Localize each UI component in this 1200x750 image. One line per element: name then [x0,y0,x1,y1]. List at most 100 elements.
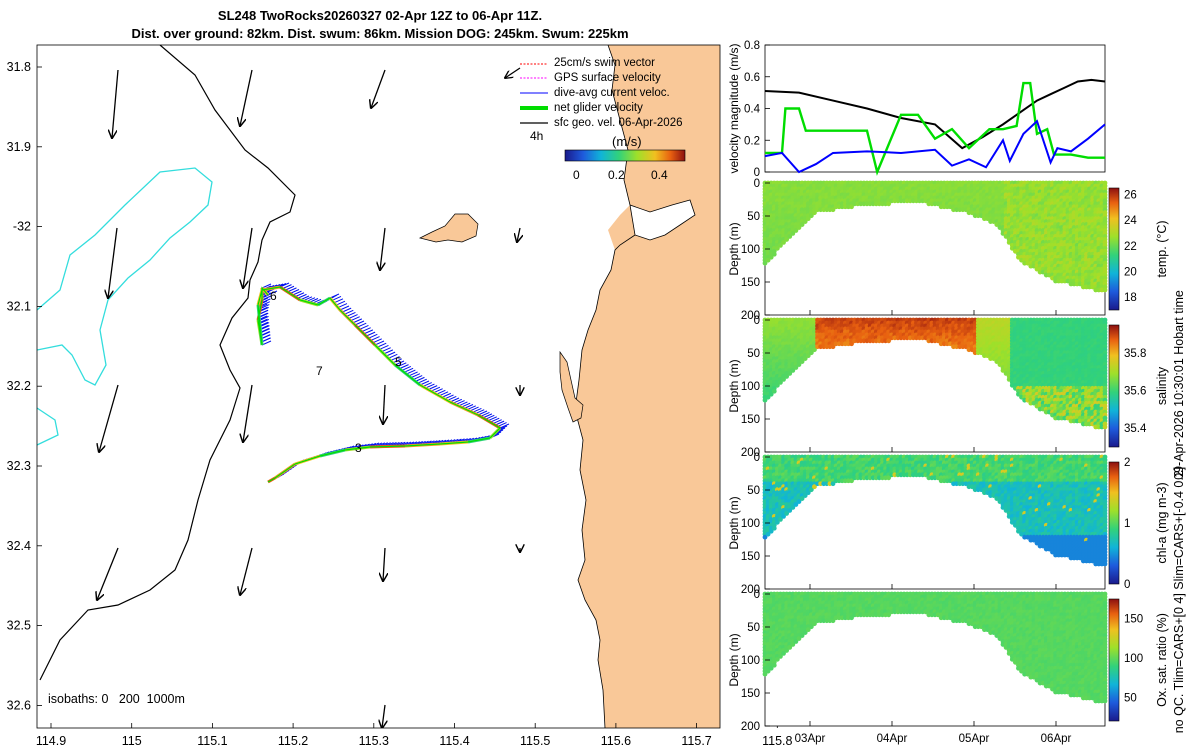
legend-net-glider: net glider velocity [554,102,643,114]
colorbar-tick: 1 [1124,518,1130,530]
legend-dive-avg: dive-avg current veloc. [554,87,670,99]
qc-label: no QC. Tlim=CARS+[0 4] Slim=CARS+[-0.4 0… [1172,467,1186,734]
colorbar-tick: 35.8 [1124,348,1146,360]
lat-tick-label: 31.8 [7,60,31,74]
colorbar-label: temp. (°C) [1155,220,1169,277]
colorbar-tick: 0.4 [651,168,668,182]
garden-island [559,350,584,423]
section-colorbar [1108,598,1120,722]
vel-y-tick: 0.8 [744,40,760,52]
figure-subtitle: Dist. over ground: 82km. Dist. swum: 86k… [131,26,629,41]
lon-tick-label: 115.7 [681,734,711,748]
depth-tick: 50 [747,211,760,223]
day-label: 7 [316,364,323,378]
vel-series-net [765,81,1105,176]
colorbar-tick: 18 [1124,292,1137,304]
lat-axis: 31.8 31.9 -32 32.1 32.2 32.3 32.4 32.5 32.6 [7,60,42,712]
depth-tick: 200 [741,721,760,733]
glider-track [256,282,510,484]
depth-tick: 200 [741,310,760,322]
lon-tick-label: 115.3 [359,734,389,748]
colorbar-tick: 24 [1124,215,1137,227]
lon-tick-label: 115.1 [197,734,227,748]
date-tick-label: 05Apr [959,733,990,745]
isobath-200 [39,45,296,681]
map-panel: 6 5 7 3 isobaths: 0 200 1000m 25cm/s swi… [7,44,793,748]
lon-tick-label: 115 [122,734,142,748]
isobath-1000 [37,167,213,386]
date-tick-label: 04Apr [877,733,908,745]
oxygen-section: 0 50 100 150 200 Depth (m) 03Apr 04Apr 05Apr 06Ap… [727,589,1169,745]
lon-tick-label: 115.8 [762,734,792,748]
colorbar-tick: 2 [1124,457,1130,469]
colorbar-tick: 35.4 [1124,423,1147,435]
vel-y-tick: 0 [754,167,760,179]
colorbar-label: chl-a (mg m-3) [1155,482,1169,563]
colorbar-title: (m/s) [612,134,642,149]
lon-tick-label: 115.5 [520,734,550,748]
colorbar-tick: 22 [1124,241,1137,253]
colorbar-tick: 50 [1124,692,1137,704]
depth-tick: 150 [741,688,760,700]
figure-title: SL248 TwoRocks20260327 02-Apr 12Z to 06-… [217,8,543,23]
date-tick-label: 03Apr [795,733,826,745]
depth-tick: 100 [741,518,760,530]
colorbar-tick: 20 [1124,266,1137,278]
depth-tick: 100 [741,244,760,256]
depth-label: Depth (m) [727,496,741,549]
depth-tick: 50 [747,485,760,497]
section-dots [762,180,1108,293]
depth-tick: 0 [754,178,760,190]
section-colorbar [1108,187,1120,311]
day-label: 6 [270,289,277,303]
colorbar-label: Ox. sat. ratio (%) [1155,613,1169,707]
vel-series-sfc [764,78,1106,150]
rottnest-island [418,213,479,243]
section-dots [762,317,1108,430]
lon-tick-label: 115.6 [601,734,631,748]
lon-axis: 114.9 115 115.1 115.2 115.3 115.4 115.5 115.6 11… [36,723,793,748]
depth-tick: 100 [741,655,760,667]
lat-tick-label: 32.1 [7,299,31,313]
section-colorbar [1108,324,1120,448]
lon-tick-label: 115.2 [278,734,308,748]
day-label: 5 [395,355,402,369]
isobaths-label: isobaths: 0 200 1000m [48,692,185,706]
colorbar-label: salinity [1155,366,1169,405]
date-tick-label: 06Apr [1041,733,1072,745]
vel-y-label: velocity magnitude (m/s) [727,43,741,173]
section-dots [762,454,1108,567]
colorbar-tick: 26 [1124,189,1137,201]
lat-tick-label: 32.5 [7,619,31,633]
section-dots [762,591,1108,704]
depth-tick: 200 [741,584,760,596]
temperature-section: 0 50 100 150 200 Depth (m) 26 24 22 20 18 temp. (°C… [727,178,1169,322]
colorbar-tick: 35.6 [1124,386,1146,398]
vel-y-tick: 0.4 [744,104,761,116]
depth-tick: 150 [741,551,760,563]
depth-tick: 100 [741,381,760,393]
depth-label: Depth (m) [727,633,741,686]
day-label: 3 [355,441,362,455]
depth-tick: 50 [747,348,760,360]
lat-tick-label: -32 [13,220,31,234]
depth-tick: 150 [741,277,760,289]
vel-series-dive-avg [764,119,1106,174]
depth-label: Depth (m) [727,222,741,275]
vel-y-tick: 0.6 [744,72,760,84]
chlorophyll-section: 0 50 100 150 200 Depth (m) 2 1 0 chl-a (mg m-3) [727,452,1169,596]
lon-tick-label: 115.4 [439,734,469,748]
sfc-geo-vectors [97,69,520,728]
vel-y-tick: 0.2 [744,135,760,147]
lat-tick-label: 32.2 [7,379,31,393]
colorbar-tick: 150 [1124,614,1143,626]
colorbar-tick: 0 [573,168,580,182]
lat-tick-label: 32.4 [7,539,31,553]
time-label: 4h [530,129,543,143]
hobart-time-label: 09-Apr-2026 10:30:01 Hobart time [1172,290,1186,480]
speed-colorbar: (m/s) 0 0.2 0.4 [564,134,686,182]
legend-swim-vector: 25cm/s swim vector [554,57,655,69]
depth-label: Depth (m) [727,359,741,412]
